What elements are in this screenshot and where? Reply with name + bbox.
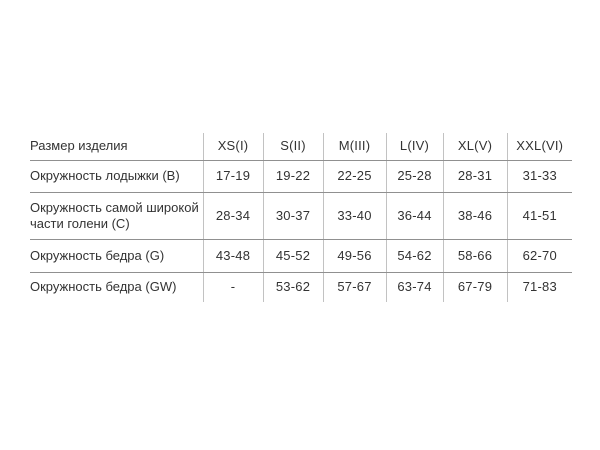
cell-thigh-g-xl: 58-66: [442, 239, 507, 273]
table-header-row: Размер изделия XS(I) S(II) M(III) L(IV) …: [30, 133, 572, 161]
cell-ankle-xxl: 31-33: [506, 160, 572, 193]
cell-thigh-g-xxl: 62-70: [506, 239, 572, 273]
header-size-s: S(II): [262, 133, 323, 161]
header-size-xl: XL(V): [442, 133, 507, 161]
header-size-l: L(IV): [385, 133, 443, 161]
cell-thigh-gw-m: 57-67: [322, 272, 386, 302]
table-row-thigh-gw: Окружность бедра (GW) - 53-62 57-67 63-7…: [30, 272, 572, 302]
cell-calf-xs: 28-34: [202, 192, 263, 240]
cell-calf-l: 36-44: [385, 192, 443, 240]
cell-calf-xl: 38-46: [442, 192, 507, 240]
size-table: Размер изделия XS(I) S(II) M(III) L(IV) …: [30, 133, 572, 302]
cell-thigh-g-l: 54-62: [385, 239, 443, 273]
cell-ankle-s: 19-22: [262, 160, 323, 193]
cell-thigh-g-xs: 43-48: [202, 239, 263, 273]
cell-ankle-xl: 28-31: [442, 160, 507, 193]
cell-thigh-gw-xxl: 71-83: [506, 272, 572, 302]
cell-thigh-gw-l: 63-74: [385, 272, 443, 302]
cell-calf-m: 33-40: [322, 192, 386, 240]
table-row-calf: Окружность самой широкой части голени (C…: [30, 192, 572, 240]
table-row-ankle: Окружность лодыжки (B) 17-19 19-22 22-25…: [30, 160, 572, 193]
cell-ankle-m: 22-25: [322, 160, 386, 193]
row-label-thigh-gw: Окружность бедра (GW): [30, 279, 177, 295]
header-size-m: M(III): [322, 133, 386, 161]
table-row-thigh-g: Окружность бедра (G) 43-48 45-52 49-56 5…: [30, 239, 572, 273]
header-size-xxl: XXL(VI): [506, 133, 572, 161]
cell-ankle-l: 25-28: [385, 160, 443, 193]
cell-thigh-gw-s: 53-62: [262, 272, 323, 302]
cell-calf-xxl: 41-51: [506, 192, 572, 240]
cell-thigh-gw-xs: -: [202, 272, 263, 302]
header-size-xs: XS(I): [202, 133, 263, 161]
row-label-ankle: Окружность лодыжки (B): [30, 160, 203, 193]
row-label-calf: Окружность самой широкой части голени (C…: [30, 192, 203, 240]
cell-thigh-gw-xl: 67-79: [442, 272, 507, 302]
cell-thigh-g-s: 45-52: [262, 239, 323, 273]
cell-ankle-xs: 17-19: [202, 160, 263, 193]
cell-calf-s: 30-37: [262, 192, 323, 240]
cell-thigh-g-m: 49-56: [322, 239, 386, 273]
header-product-size-label: Размер изделия: [30, 133, 203, 161]
row-label-thigh-g: Окружность бедра (G): [30, 239, 203, 273]
